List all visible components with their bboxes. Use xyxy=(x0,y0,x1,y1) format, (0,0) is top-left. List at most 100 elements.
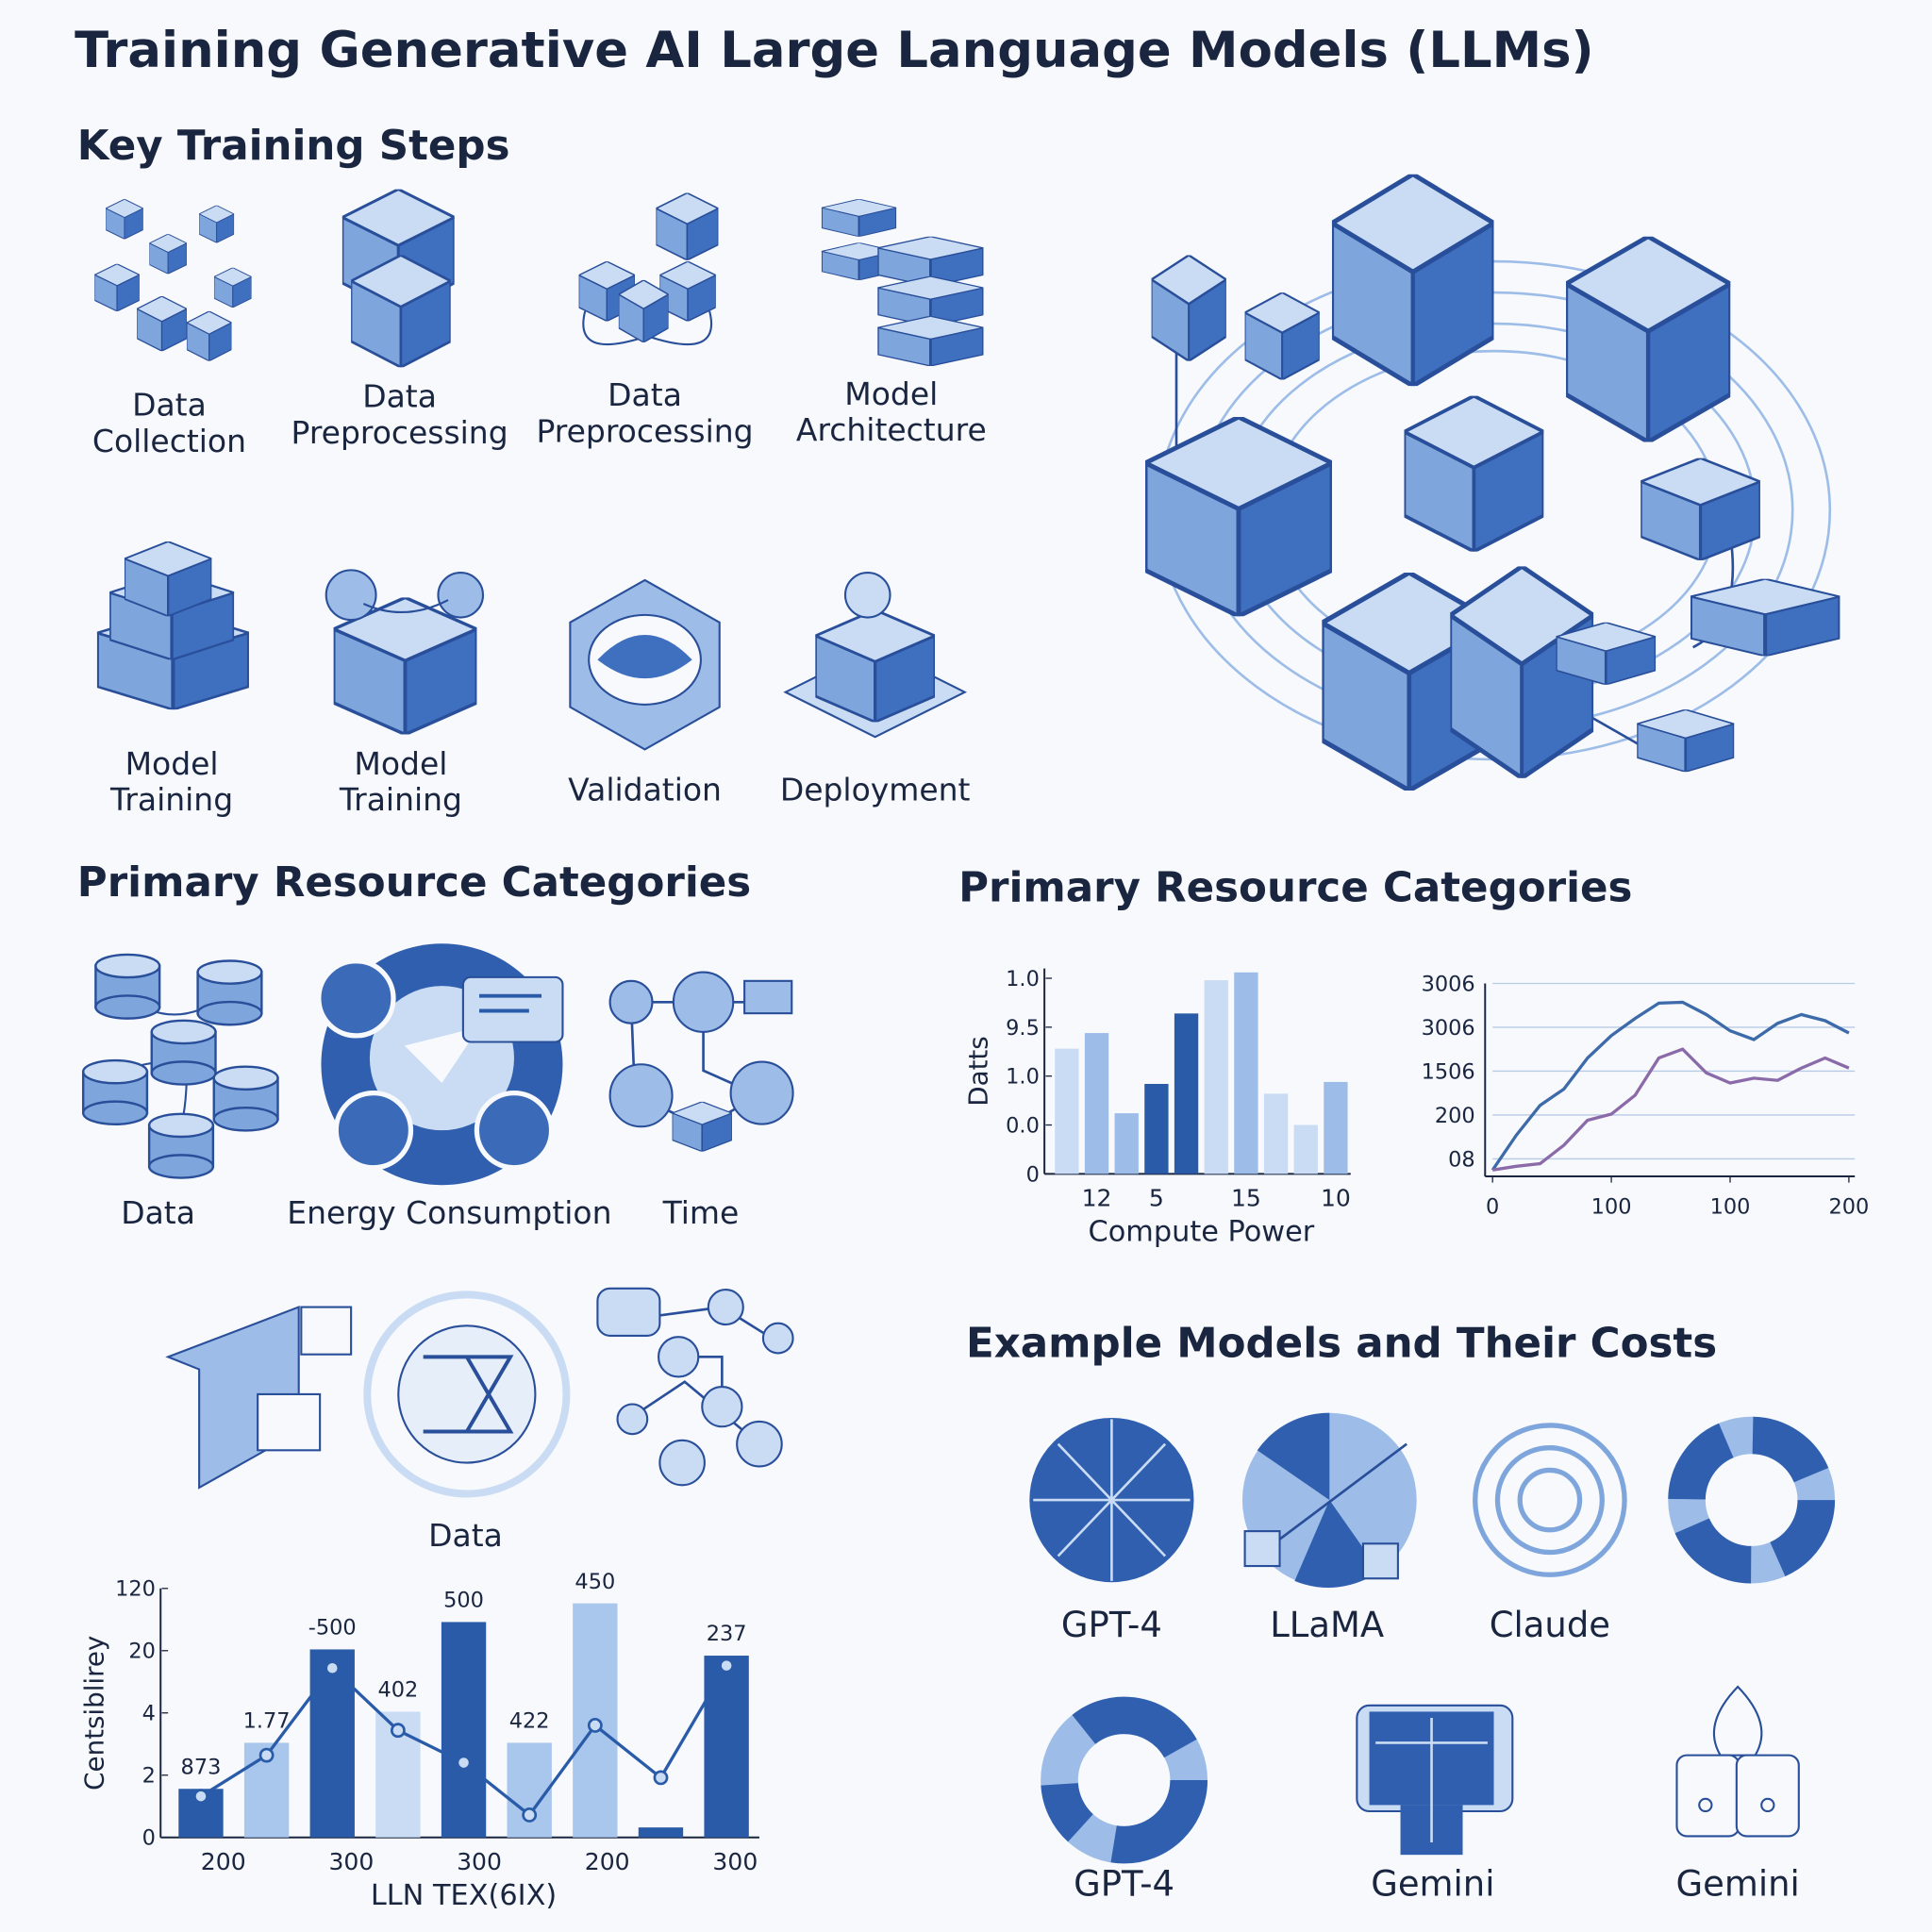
bar xyxy=(1263,1093,1289,1174)
line-point xyxy=(587,1718,603,1733)
step-icon-part xyxy=(877,316,984,366)
model-icon xyxy=(1473,1423,1627,1577)
resource-label: Data xyxy=(121,1194,195,1231)
resource-label: Data xyxy=(428,1517,503,1554)
line-point xyxy=(719,1657,735,1674)
model-icon-part xyxy=(1375,1718,1488,1842)
resource-icon-part xyxy=(397,1324,537,1464)
step-icon-part xyxy=(656,192,719,260)
resource-icon-part xyxy=(608,1063,674,1128)
resource-icon xyxy=(165,1287,794,1498)
bar xyxy=(1114,1113,1139,1174)
section-heading: Primary Resource Categories xyxy=(958,864,1632,911)
resource-icon-part xyxy=(333,1090,414,1171)
model-label: GPT-4 xyxy=(1074,1864,1174,1905)
resource-icon xyxy=(316,943,564,1186)
bar-annotation: 402 xyxy=(378,1678,419,1703)
model-icon-part xyxy=(1041,1696,1208,1864)
step-label: Collection xyxy=(92,423,246,459)
line-point xyxy=(258,1747,275,1763)
model-icon-part xyxy=(1712,1685,1763,1757)
y-tick-label: 1.0 xyxy=(1006,967,1040,991)
resource-icon-part xyxy=(150,1019,217,1086)
bar xyxy=(441,1622,487,1838)
resource-icon-part xyxy=(743,979,793,1015)
model-icon xyxy=(1241,1412,1417,1588)
resource-icon-part xyxy=(672,971,735,1033)
step-icon-part xyxy=(149,234,187,275)
step-icon xyxy=(569,578,721,751)
model-label: Gemini xyxy=(1676,1864,1800,1905)
y-tick-label: 120 xyxy=(115,1577,156,1602)
model-label: Claude xyxy=(1490,1605,1610,1645)
line-point xyxy=(325,1660,341,1676)
resource-icon-part xyxy=(196,959,263,1026)
x-tick-label: 15 xyxy=(1231,1185,1261,1212)
line-point xyxy=(522,1807,538,1823)
model-icon-part xyxy=(1033,1419,1191,1581)
resource-icon-part xyxy=(596,1287,661,1337)
x-tick-label: 100 xyxy=(1710,1195,1751,1220)
resource-label: Energy Consumption xyxy=(287,1194,611,1231)
resource-icon-part xyxy=(761,1322,794,1355)
line-point xyxy=(390,1723,406,1739)
model-icon xyxy=(1041,1416,1836,1864)
illustration-part xyxy=(1244,292,1320,380)
y-tick-label: 1506 xyxy=(1422,1059,1475,1084)
step-icon-part xyxy=(821,199,897,237)
y-tick-label: 0 xyxy=(1026,1162,1040,1187)
step-icon-part xyxy=(618,279,669,342)
step-icon-part xyxy=(199,205,235,243)
step-label: Deployment xyxy=(780,771,971,808)
step-icon xyxy=(325,569,485,735)
bar xyxy=(638,1827,684,1838)
resource-icon-part xyxy=(257,1392,322,1452)
step-label: Preprocessing xyxy=(291,414,508,451)
line-point xyxy=(653,1770,669,1786)
resource-icon-part xyxy=(81,1058,149,1126)
step-icon xyxy=(783,571,968,739)
resource-icon-part xyxy=(658,1439,706,1487)
x-tick-label: 200 xyxy=(201,1848,246,1875)
bar xyxy=(1293,1124,1318,1174)
illustration-part xyxy=(1145,417,1332,616)
step-label: Model xyxy=(844,375,938,412)
y-tick-label: 0 xyxy=(142,1826,156,1851)
bar xyxy=(507,1742,552,1838)
x-tick-label: 0 xyxy=(1486,1195,1499,1220)
illustration-part xyxy=(1690,578,1840,657)
x-tick-label: 100 xyxy=(1591,1195,1632,1220)
model-label: Gemini xyxy=(1371,1864,1494,1905)
bar xyxy=(1324,1081,1348,1174)
step-icon-part xyxy=(124,541,212,617)
resource-icon-part xyxy=(363,1291,571,1498)
x-tick-label: 300 xyxy=(457,1848,502,1875)
illustration-part xyxy=(1641,458,1760,560)
resource-icon-part xyxy=(736,1420,783,1468)
model-icon-part xyxy=(1698,1797,1713,1813)
step-label: Preprocessing xyxy=(536,412,753,449)
step-label: Validation xyxy=(568,771,722,808)
illustration-part xyxy=(1556,622,1657,685)
line-series xyxy=(1491,1000,1850,1172)
resource-icon-part xyxy=(658,1336,700,1378)
step-icon-part xyxy=(325,569,377,622)
step-icon-part xyxy=(351,255,451,368)
line-series xyxy=(1491,1047,1850,1172)
bar xyxy=(1055,1048,1079,1174)
step-icon-part xyxy=(186,310,232,361)
step-label: Model xyxy=(125,745,219,782)
resource-icon-part xyxy=(729,1060,794,1125)
y-tick-label: 4 xyxy=(142,1702,156,1726)
page-title: Training Generative AI Large Language Mo… xyxy=(75,22,1593,79)
step-icon-part xyxy=(362,599,449,613)
y-tick-label: 2 xyxy=(142,1764,156,1789)
model-icon-part xyxy=(1494,1445,1605,1556)
x-tick-label: 12 xyxy=(1082,1185,1112,1212)
step-label: Model xyxy=(354,745,447,782)
bar xyxy=(704,1656,749,1838)
resource-icon-part xyxy=(616,1403,649,1436)
step-label: Training xyxy=(109,781,233,818)
step-label: Data xyxy=(132,387,207,424)
